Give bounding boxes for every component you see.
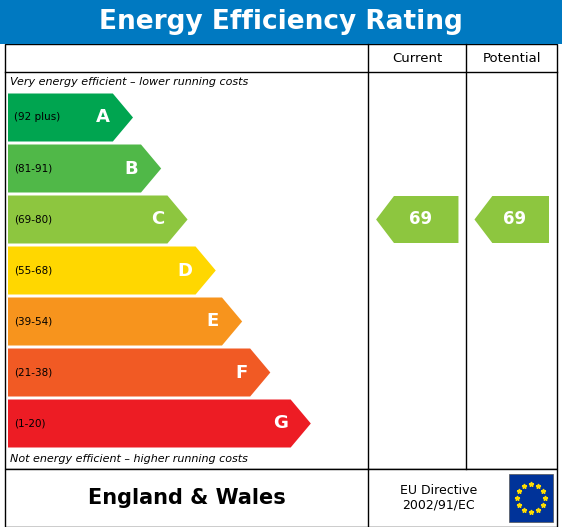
Text: E: E xyxy=(207,313,219,330)
Text: D: D xyxy=(178,261,193,279)
Text: 69: 69 xyxy=(503,210,526,229)
Bar xyxy=(0,0,562,44)
Text: 2002/91/EC: 2002/91/EC xyxy=(402,499,475,512)
Polygon shape xyxy=(8,196,188,243)
Text: C: C xyxy=(151,210,165,229)
Text: 69: 69 xyxy=(409,210,432,229)
Polygon shape xyxy=(8,93,133,142)
Text: F: F xyxy=(235,364,247,382)
Text: (21-38): (21-38) xyxy=(14,367,52,377)
Text: EU Directive: EU Directive xyxy=(400,484,477,497)
Polygon shape xyxy=(8,348,270,396)
Bar xyxy=(5,44,557,469)
Polygon shape xyxy=(8,399,311,447)
Text: B: B xyxy=(124,160,138,178)
Text: Not energy efficient – higher running costs: Not energy efficient – higher running co… xyxy=(10,454,248,464)
Text: Energy Efficiency Rating: Energy Efficiency Rating xyxy=(99,9,463,35)
Text: Very energy efficient – lower running costs: Very energy efficient – lower running co… xyxy=(10,77,248,87)
Text: England & Wales: England & Wales xyxy=(88,488,285,508)
Text: A: A xyxy=(96,109,110,126)
Polygon shape xyxy=(8,247,216,295)
Text: G: G xyxy=(273,415,288,433)
Polygon shape xyxy=(376,196,459,243)
Polygon shape xyxy=(8,298,242,346)
Polygon shape xyxy=(474,196,549,243)
Text: (81-91): (81-91) xyxy=(14,163,52,173)
Text: Current: Current xyxy=(392,52,442,64)
Text: (39-54): (39-54) xyxy=(14,317,52,327)
Bar xyxy=(509,474,553,522)
Text: (92 plus): (92 plus) xyxy=(14,112,60,122)
Text: (69-80): (69-80) xyxy=(14,214,52,225)
Bar xyxy=(5,469,557,527)
Text: (1-20): (1-20) xyxy=(14,418,46,428)
Text: (55-68): (55-68) xyxy=(14,266,52,276)
Polygon shape xyxy=(8,144,161,192)
Text: Potential: Potential xyxy=(483,52,541,64)
